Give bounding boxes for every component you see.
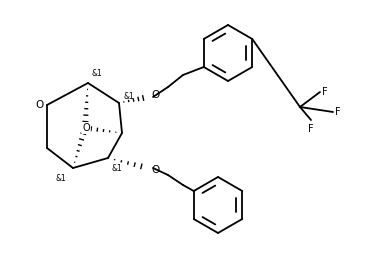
Text: O: O [36,100,44,110]
Text: &1: &1 [91,69,102,78]
Text: F: F [335,107,341,117]
Text: O: O [151,90,159,100]
Text: F: F [322,87,328,97]
Text: O: O [82,123,90,133]
Text: &1: &1 [124,92,135,101]
Text: F: F [308,124,314,134]
Text: O: O [151,165,159,175]
Text: &1: &1 [111,164,122,173]
Text: &1: &1 [56,174,66,183]
